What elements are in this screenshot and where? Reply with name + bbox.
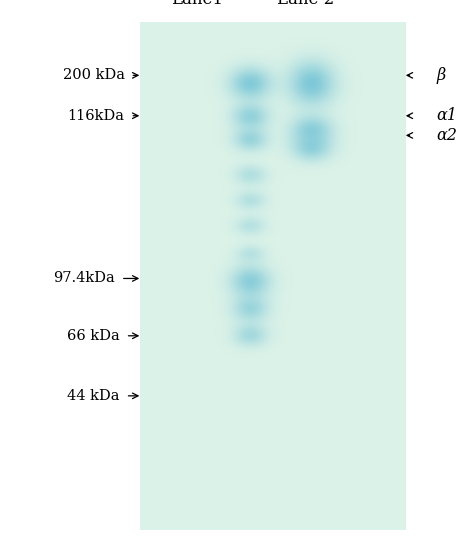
Text: 97.4kDa: 97.4kDa [54, 271, 115, 286]
Text: Lane 2: Lane 2 [277, 0, 334, 8]
Text: 44 kDa: 44 kDa [67, 389, 120, 403]
Text: β: β [436, 67, 446, 84]
Text: 200 kDa: 200 kDa [63, 68, 125, 82]
Text: 66 kDa: 66 kDa [67, 329, 120, 343]
Text: α2: α2 [436, 127, 457, 144]
Text: 116kDa: 116kDa [68, 109, 125, 123]
Text: Lane1: Lane1 [171, 0, 223, 8]
Text: α1: α1 [436, 107, 457, 124]
